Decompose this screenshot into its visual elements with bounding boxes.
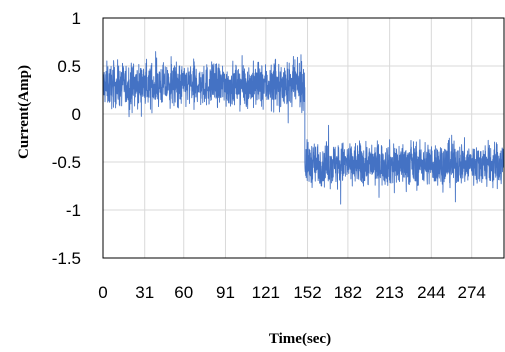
plot-border <box>102 17 505 259</box>
y-tick-label: -0.5 <box>52 153 81 172</box>
y-tick-labels: 1 0.5 0 -0.5 -1 -1.5 <box>52 9 81 268</box>
x-tick-label: 31 <box>135 283 154 302</box>
y-tick-label: 0 <box>72 105 81 124</box>
x-tick-labels: 0 31 60 91 121 152 182 213 244 274 <box>98 283 486 302</box>
x-tick-label: 60 <box>174 283 193 302</box>
x-tick-label: 213 <box>375 283 403 302</box>
x-tick-label: 152 <box>293 283 321 302</box>
x-tick-label: 121 <box>252 283 280 302</box>
x-tick-label: 274 <box>458 283 486 302</box>
y-axis-title: Current(Amp) <box>16 65 32 159</box>
x-tick-label: 182 <box>334 283 362 302</box>
y-tick-label: 0.5 <box>57 57 81 76</box>
y-tick-label: -1.5 <box>52 249 81 268</box>
x-axis-title: Time(sec) <box>269 331 331 347</box>
plot-frame <box>102 17 505 259</box>
series-current <box>102 51 505 205</box>
grid-lines <box>102 17 504 259</box>
y-tick-label: -1 <box>66 201 81 220</box>
x-tick-label: 91 <box>216 283 235 302</box>
y-tick-label: 1 <box>72 9 81 28</box>
series-line-current <box>102 51 505 205</box>
x-tick-label: 244 <box>417 283 445 302</box>
x-tick-label: 0 <box>98 283 107 302</box>
